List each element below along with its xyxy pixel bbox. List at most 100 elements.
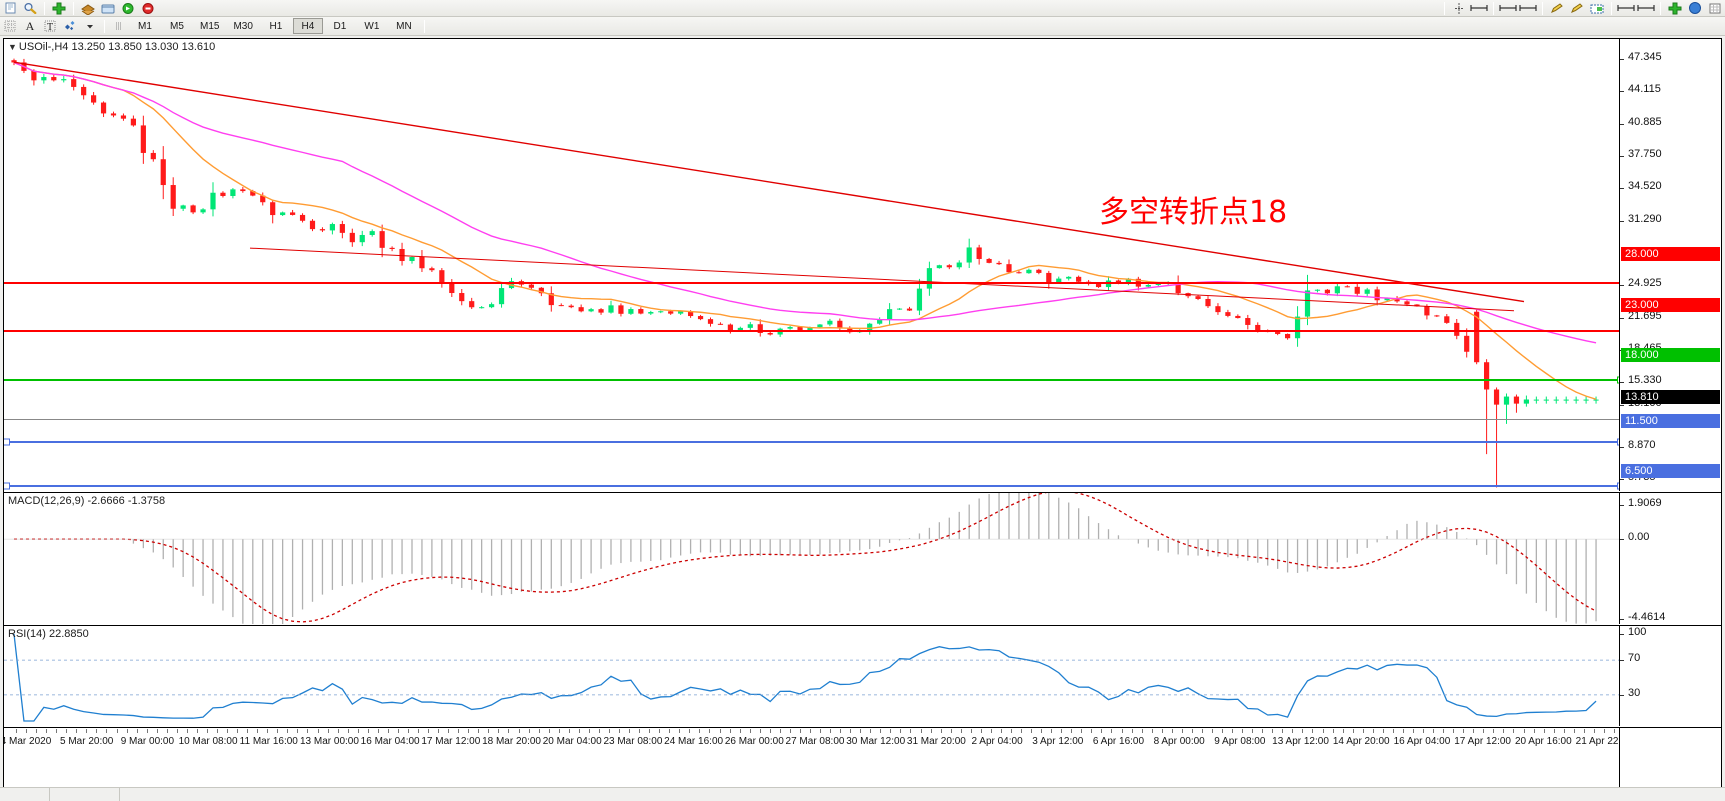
macd-histogram xyxy=(4,493,1619,624)
time-mark xyxy=(1382,729,1384,733)
level-tag-11-5[interactable]: 11.500 xyxy=(1621,413,1720,428)
time-mark xyxy=(729,729,731,733)
bar-chart-icon[interactable] xyxy=(1616,1,1636,16)
time-mark xyxy=(1051,729,1053,733)
time-mark xyxy=(146,729,148,733)
time-mark xyxy=(448,729,450,733)
pencil-icon[interactable] xyxy=(1547,1,1567,16)
level-line-6-5[interactable] xyxy=(4,482,1619,490)
open-folder-icon[interactable] xyxy=(98,1,118,16)
list-icon[interactable] xyxy=(109,19,129,34)
time-mark xyxy=(1463,729,1465,733)
channel-icon[interactable] xyxy=(1518,1,1538,16)
timeframe-mn[interactable]: MN xyxy=(396,20,412,32)
level-tag-23[interactable]: 23.000 xyxy=(1621,297,1720,312)
time-mark xyxy=(56,729,58,733)
timeframe-h4[interactable]: H4 xyxy=(292,18,323,34)
time-mark xyxy=(86,729,88,733)
level-line-23[interactable] xyxy=(4,330,1619,332)
status-cell-2 xyxy=(50,788,120,801)
refresh-icon[interactable] xyxy=(118,1,138,16)
price-scale[interactable]: 47.345 44.115 40.885 37.750 34.520 31.290 24.9… xyxy=(1619,39,1721,491)
time-mark xyxy=(196,729,198,733)
dropdown-arrow-icon[interactable] xyxy=(80,19,100,34)
chart-area[interactable]: ▼ USOil-,H4 13.250 13.850 13.030 13.610 多… xyxy=(3,38,1722,798)
toolbar-separator xyxy=(1660,1,1661,15)
level-line-28[interactable] xyxy=(4,282,1619,284)
time-mark xyxy=(739,729,741,733)
text-tool-icon[interactable]: A xyxy=(25,18,35,33)
chart-annotation[interactable]: 多空转折点18 xyxy=(1099,195,1288,230)
grid-icon[interactable] xyxy=(0,19,20,34)
time-label: 26 Mar 00:00 xyxy=(724,736,784,747)
time-mark xyxy=(1453,729,1455,733)
stop-icon[interactable] xyxy=(138,1,158,16)
level-line-11-5[interactable] xyxy=(4,438,1619,446)
level-tag-18[interactable]: 18.000 xyxy=(1621,348,1720,363)
zoom-icon[interactable] xyxy=(20,1,40,16)
crosshair-icon[interactable] xyxy=(1449,1,1469,16)
time-mark xyxy=(1252,729,1254,733)
toolbar-separator xyxy=(1611,1,1612,15)
rsi-plot[interactable] xyxy=(4,626,1619,726)
price-pane[interactable]: ▼ USOil-,H4 13.250 13.850 13.030 13.610 多… xyxy=(4,39,1721,491)
time-mark xyxy=(870,729,872,733)
toolbar-separator xyxy=(1542,1,1543,15)
timeframe-d1[interactable]: D1 xyxy=(333,20,347,32)
timeframe-h1[interactable]: H1 xyxy=(269,20,283,32)
toolbar-group-tools xyxy=(78,0,158,16)
time-mark xyxy=(1121,729,1123,733)
time-label: 23 Mar 08:00 xyxy=(603,736,663,747)
time-mark xyxy=(1292,729,1294,733)
price-plot[interactable]: 多空转折点18 xyxy=(4,39,1619,491)
grid-toggle-icon[interactable] xyxy=(1705,1,1725,16)
macd-plot[interactable] xyxy=(4,493,1619,624)
time-mark xyxy=(699,729,701,733)
timeframe-m15[interactable]: M15 xyxy=(200,20,220,32)
rsi-pane[interactable]: RSI(14) 22.8850 100 70 30 xyxy=(4,625,1721,726)
trendline-icon[interactable] xyxy=(1498,1,1518,16)
level-tag-28[interactable]: 28.000 xyxy=(1621,247,1720,262)
time-mark xyxy=(1111,729,1113,733)
time-mark xyxy=(749,729,751,733)
text-box-icon[interactable]: T xyxy=(40,19,60,34)
objects-icon[interactable] xyxy=(60,19,80,34)
text-label-icon[interactable] xyxy=(1587,1,1607,16)
timeframe-m30[interactable]: M30 xyxy=(233,20,253,32)
time-mark xyxy=(76,729,78,733)
zoom-out-icon[interactable] xyxy=(1685,1,1705,16)
time-mark xyxy=(277,729,279,733)
time-mark xyxy=(789,729,791,733)
time-label: 2 Apr 04:00 xyxy=(971,736,1023,747)
time-mark xyxy=(136,729,138,733)
time-mark xyxy=(639,729,641,733)
time-mark xyxy=(880,729,882,733)
time-mark xyxy=(407,729,409,733)
time-axis[interactable]: 4 Mar 2020 5 Mar 20:00 9 Mar 00:00 10 Mar 0… xyxy=(4,727,1721,797)
macd-pane[interactable]: MACD(12,26,9) -2.6666 -1.3758 1.9069 0.00… xyxy=(4,492,1721,624)
candle-chart-icon[interactable] xyxy=(1636,1,1656,16)
collapse-arrow-icon[interactable]: ▼ xyxy=(8,42,17,52)
time-mark xyxy=(1041,729,1043,733)
timeframe-w1[interactable]: W1 xyxy=(364,20,380,32)
horizontal-line-icon[interactable] xyxy=(1469,1,1489,16)
new-chart-icon[interactable] xyxy=(0,1,20,16)
zoom-in-icon[interactable] xyxy=(1665,1,1685,16)
level-tag-6-5[interactable]: 6.500 xyxy=(1621,464,1720,479)
time-mark xyxy=(1222,729,1223,733)
level-line-18[interactable] xyxy=(4,376,1619,384)
time-axis-labels: 4 Mar 2020 5 Mar 20:00 9 Mar 00:00 10 Mar 0… xyxy=(4,728,1632,797)
time-mark xyxy=(799,729,801,733)
pencil-alt-icon[interactable] xyxy=(1567,1,1587,16)
timeframe-m5[interactable]: M5 xyxy=(170,20,184,32)
time-mark xyxy=(860,729,862,733)
status-cell-1 xyxy=(0,788,50,801)
time-mark xyxy=(840,729,842,733)
time-label: 11 Mar 16:00 xyxy=(239,736,298,747)
expert-advisor-icon[interactable] xyxy=(78,1,98,16)
toolbar-separator xyxy=(1444,1,1445,15)
time-mark xyxy=(418,729,419,733)
last-price-tag[interactable]: 13.810 xyxy=(1621,390,1720,405)
add-indicator-icon[interactable] xyxy=(49,1,69,16)
timeframe-m1[interactable]: M1 xyxy=(138,20,152,32)
